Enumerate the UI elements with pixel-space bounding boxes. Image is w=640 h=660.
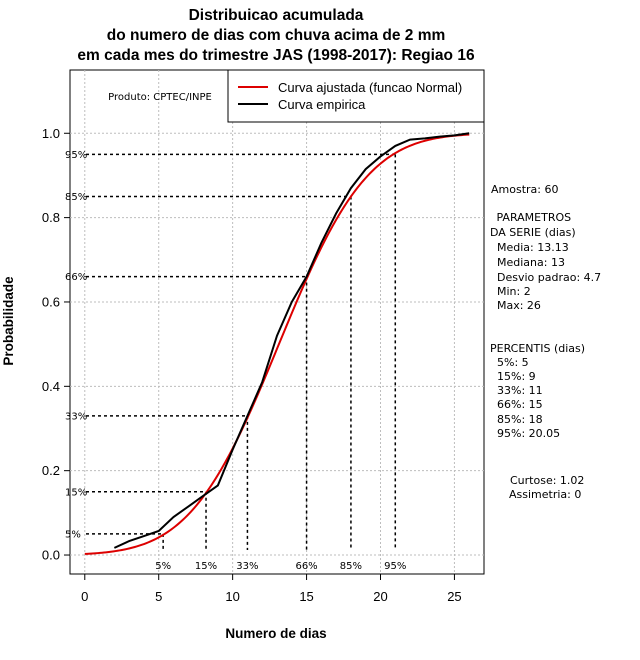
series-fitted-normal-line [84,133,470,555]
x-tick-label: 25 [447,589,461,604]
axis-ticks: 0 5 10 15 20 25 0.0 0.2 0.4 0.6 0.8 1.0 [42,126,462,604]
x-tick-label: 15 [299,589,313,604]
legend-box [227,69,485,123]
grid-lines [70,70,484,574]
chart-title-line-1: Distribuicao acumulada [189,7,364,24]
stat-parameters-heading: PARAMETROS [493,211,571,224]
legend-label-empirical: Curva empirica [278,97,366,112]
stat-min: Min: 2 [490,285,531,298]
y-tick-label: 0.8 [42,210,60,225]
y-axis-label: Probabilidade [1,276,16,366]
product-credit: Produto: CPTEC/INPE [108,92,212,103]
x-tick-label: 20 [373,589,387,604]
stat-parameters-subheading: DA SERIE (dias) [490,226,576,239]
stat-p15: 15%: 9 [490,370,536,383]
stat-percentiles-heading: PERCENTIS (dias) [490,342,585,355]
x-tick-label: 10 [225,589,239,604]
percentile-label-bottom: 33% [236,561,258,572]
stat-p66: 66%: 15 [490,398,543,411]
statistics-panel: Amostra: 60 PARAMETROS DA SERIE (dias) M… [490,183,601,501]
y-tick-label: 0.2 [42,463,60,478]
percentile-label-left: 5% [65,529,81,540]
stat-std-dev: Desvio padrao: 4.7 [490,271,601,284]
percentile-label-bottom: 85% [340,561,362,572]
y-tick-label: 0.0 [42,548,60,563]
plot-frame [69,69,485,575]
percentile-label-bottom: 5% [155,561,171,572]
legend: Curva ajustada (funcao Normal) Curva emp… [227,69,485,123]
chart-title-line-3: em cada mes do trimestre JAS (1998-2017)… [77,47,475,64]
stat-max: Max: 26 [490,299,541,312]
stat-p85: 85%: 18 [490,413,543,426]
y-tick-label: 0.4 [42,379,60,394]
stat-skewness: Assimetria: 0 [509,488,581,501]
stat-p33: 33%: 11 [490,384,543,397]
chart-title-line-2: do numero de dias com chuva acima de 2 m… [107,27,446,44]
stat-median: Mediana: 13 [490,256,565,269]
percentile-label-bottom: 15% [195,561,217,572]
percentile-label-left: 33% [65,411,87,422]
stat-p5: 5%: 5 [490,356,529,369]
x-axis-label: Numero de dias [225,626,326,641]
percentile-label-bottom: 95% [384,561,406,572]
series-empirical-line [113,132,470,549]
y-tick-label: 0.6 [42,294,60,309]
percentile-label-bottom: 66% [295,561,317,572]
x-tick-label: 0 [81,589,88,604]
stat-p95: 95%: 20.05 [490,427,560,440]
stat-sample-size: Amostra: 60 [491,183,558,196]
percentile-guides: 5% 5% 15% 15% 33% 33% 66% 66% 85% 85% 95% 95% [65,150,406,572]
percentile-label-left: 15% [65,487,87,498]
percentile-label-left: 85% [65,192,87,203]
y-tick-label: 1.0 [42,126,60,141]
percentile-label-left: 66% [65,272,87,283]
stat-kurtosis: Curtose: 1.02 [510,474,584,487]
series-lines [84,132,470,555]
legend-label-fitted: Curva ajustada (funcao Normal) [278,80,462,95]
x-tick-label: 5 [155,589,162,604]
percentile-label-left: 95% [65,150,87,161]
stat-mean: Media: 13.13 [490,241,569,254]
